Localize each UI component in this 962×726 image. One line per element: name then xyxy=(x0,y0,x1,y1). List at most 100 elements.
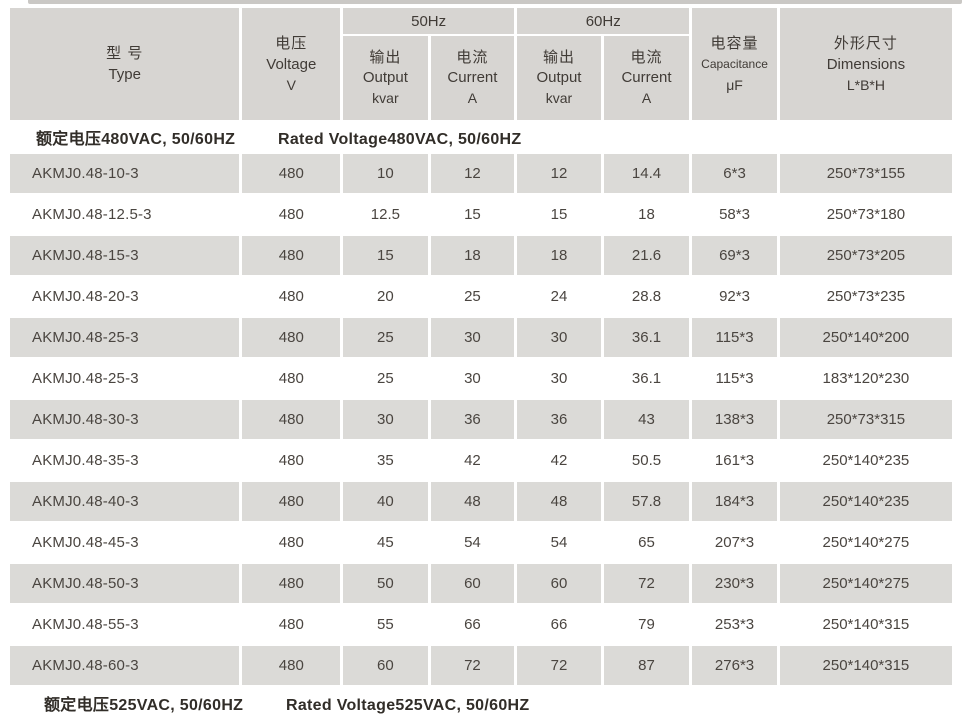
model-cell: AKMJ0.48-12.5-3 xyxy=(10,195,240,234)
table-row: AKMJ0.48-45-3 480 45 54 54 65 207*3 250*… xyxy=(10,523,952,562)
voltage-cell: 480 xyxy=(242,359,341,398)
current-50hz-cell: 54 xyxy=(430,523,515,562)
current-60hz-cell: 65 xyxy=(603,523,690,562)
output-60hz-cell: 24 xyxy=(517,277,601,316)
output-60hz-cell: 72 xyxy=(517,646,601,685)
output-60hz-cell: 30 xyxy=(517,359,601,398)
table-row: AKMJ0.48-15-3 480 15 18 18 21.6 69*3 250… xyxy=(10,236,952,275)
header-group-row: 型 号 Type 电压 Voltage V 50Hz 60Hz 电容量 Capa… xyxy=(10,8,952,120)
output-50hz-cell: 25 xyxy=(343,318,428,357)
current-50hz-cell: 66 xyxy=(430,605,515,644)
model-cell: AKMJ0.48-35-3 xyxy=(10,441,240,480)
current-50hz-cell: 48 xyxy=(430,482,515,521)
scan-edge-line xyxy=(28,0,962,4)
current-50hz-cell: 42 xyxy=(430,441,515,480)
capacitance-label-cn: 电容量 xyxy=(710,34,759,52)
current-50hz-cell: 36 xyxy=(430,400,515,439)
current-60hz-cell: 36.1 xyxy=(603,318,690,357)
dimensions-cell: 250*73*235 xyxy=(779,277,952,316)
output-50hz-cell: 55 xyxy=(343,605,428,644)
dimensions-label-cn: 外形尺寸 xyxy=(833,34,898,52)
current-60hz-cell: 21.6 xyxy=(603,236,690,275)
current-50hz-cell: 15 xyxy=(430,195,515,234)
col-header-dimensions: 外形尺寸 Dimensions L*B*H xyxy=(779,8,952,120)
model-cell: AKMJ0.48-15-3 xyxy=(10,236,240,275)
spec-table: 型 号 Type 电压 Voltage V 50Hz 60Hz 电容量 Capa… xyxy=(7,6,955,721)
current-50hz-cell: 72 xyxy=(430,646,515,685)
col-header-type: 型 号 Type xyxy=(10,8,240,120)
table-row: AKMJ0.48-12.5-3 480 12.5 15 15 18 58*3 2… xyxy=(10,195,952,234)
capacitance-cell: 69*3 xyxy=(692,236,777,275)
col-header-voltage: 电压 Voltage V xyxy=(242,8,341,120)
dimensions-cell: 250*140*200 xyxy=(779,318,952,357)
model-cell: AKMJ0.48-25-3 xyxy=(10,318,240,357)
current-50hz-cell: 60 xyxy=(430,564,515,603)
current-50hz-cell: 30 xyxy=(430,318,515,357)
table-row: AKMJ0.48-30-3 480 30 36 36 43 138*3 250*… xyxy=(10,400,952,439)
current-60hz-cell: 79 xyxy=(603,605,690,644)
output-unit: kvar xyxy=(372,90,399,106)
output-label-cn: 输出 xyxy=(542,49,575,66)
current-60hz-cell: 18 xyxy=(603,195,690,234)
section-480-cn: 额定电压480VAC, 50/60HZ xyxy=(36,131,236,148)
output-60hz-cell: 36 xyxy=(517,400,601,439)
col-header-output-60hz: 输出 Output kvar xyxy=(517,36,601,120)
voltage-unit: V xyxy=(286,76,296,93)
output-60hz-cell: 30 xyxy=(517,318,601,357)
dimensions-cell: 250*140*275 xyxy=(779,523,952,562)
voltage-cell: 480 xyxy=(242,195,341,234)
dimensions-cell: 250*73*315 xyxy=(779,400,952,439)
current-60hz-cell: 57.8 xyxy=(603,482,690,521)
model-cell: AKMJ0.48-25-3 xyxy=(10,359,240,398)
current-label-en: Current xyxy=(621,69,672,86)
voltage-cell: 480 xyxy=(242,564,341,603)
output-60hz-cell: 15 xyxy=(517,195,601,234)
voltage-cell: 480 xyxy=(242,646,341,685)
table-row: AKMJ0.48-10-3 480 10 12 12 14.4 6*3 250*… xyxy=(10,154,952,193)
output-50hz-cell: 40 xyxy=(343,482,428,521)
voltage-cell: 480 xyxy=(242,441,341,480)
capacitance-cell: 161*3 xyxy=(692,441,777,480)
section-525-cn: 额定电压525VAC, 50/60HZ xyxy=(44,697,244,714)
current-50hz-cell: 30 xyxy=(430,359,515,398)
model-cell: AKMJ0.48-10-3 xyxy=(10,154,240,193)
col-group-50hz: 50Hz xyxy=(343,8,515,34)
current-60hz-cell: 43 xyxy=(603,400,690,439)
current-50hz-cell: 25 xyxy=(430,277,515,316)
output-60hz-cell: 66 xyxy=(517,605,601,644)
type-label-cn: 型 号 xyxy=(106,45,144,62)
output-50hz-cell: 10 xyxy=(343,154,428,193)
capacitance-cell: 115*3 xyxy=(692,318,777,357)
voltage-label-en: Voltage xyxy=(266,55,317,73)
current-60hz-cell: 28.8 xyxy=(603,277,690,316)
capacitance-cell: 58*3 xyxy=(692,195,777,234)
dimensions-cell: 250*73*205 xyxy=(779,236,952,275)
col-header-current-50hz: 电流 Current A xyxy=(430,36,515,120)
model-cell: AKMJ0.48-45-3 xyxy=(10,523,240,562)
section-525-en: Rated Voltage525VAC, 50/60HZ xyxy=(286,697,530,714)
output-50hz-cell: 15 xyxy=(343,236,428,275)
table-row: AKMJ0.48-50-3 480 50 60 60 72 230*3 250*… xyxy=(10,564,952,603)
table-row: AKMJ0.48-25-3 480 25 30 30 36.1 115*3 18… xyxy=(10,359,952,398)
output-unit: kvar xyxy=(545,90,573,106)
section-header-525vac: 额定电压525VAC, 50/60HZ Rated Voltage525VAC,… xyxy=(10,687,952,719)
dimensions-cell: 250*73*180 xyxy=(779,195,952,234)
output-60hz-cell: 42 xyxy=(517,441,601,480)
output-60hz-cell: 12 xyxy=(517,154,601,193)
voltage-cell: 480 xyxy=(242,236,341,275)
col-header-output-50hz: 输出 Output kvar xyxy=(343,36,428,120)
current-60hz-cell: 72 xyxy=(603,564,690,603)
output-50hz-cell: 50 xyxy=(343,564,428,603)
dimensions-cell: 250*140*235 xyxy=(779,482,952,521)
output-50hz-cell: 60 xyxy=(343,646,428,685)
current-60hz-cell: 14.4 xyxy=(603,154,690,193)
capacitance-label-en: Capacitance xyxy=(701,56,768,71)
voltage-cell: 480 xyxy=(242,400,341,439)
voltage-cell: 480 xyxy=(242,277,341,316)
dimensions-cell: 250*73*155 xyxy=(779,154,952,193)
output-label-cn: 输出 xyxy=(369,49,402,66)
output-60hz-cell: 18 xyxy=(517,236,601,275)
table-body: 额定电压480VAC, 50/60HZ Rated Voltage480VAC,… xyxy=(10,122,952,719)
current-label-en: Current xyxy=(447,69,498,86)
current-60hz-cell: 36.1 xyxy=(603,359,690,398)
